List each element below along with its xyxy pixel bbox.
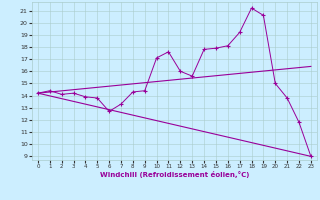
X-axis label: Windchill (Refroidissement éolien,°C): Windchill (Refroidissement éolien,°C) [100, 171, 249, 178]
